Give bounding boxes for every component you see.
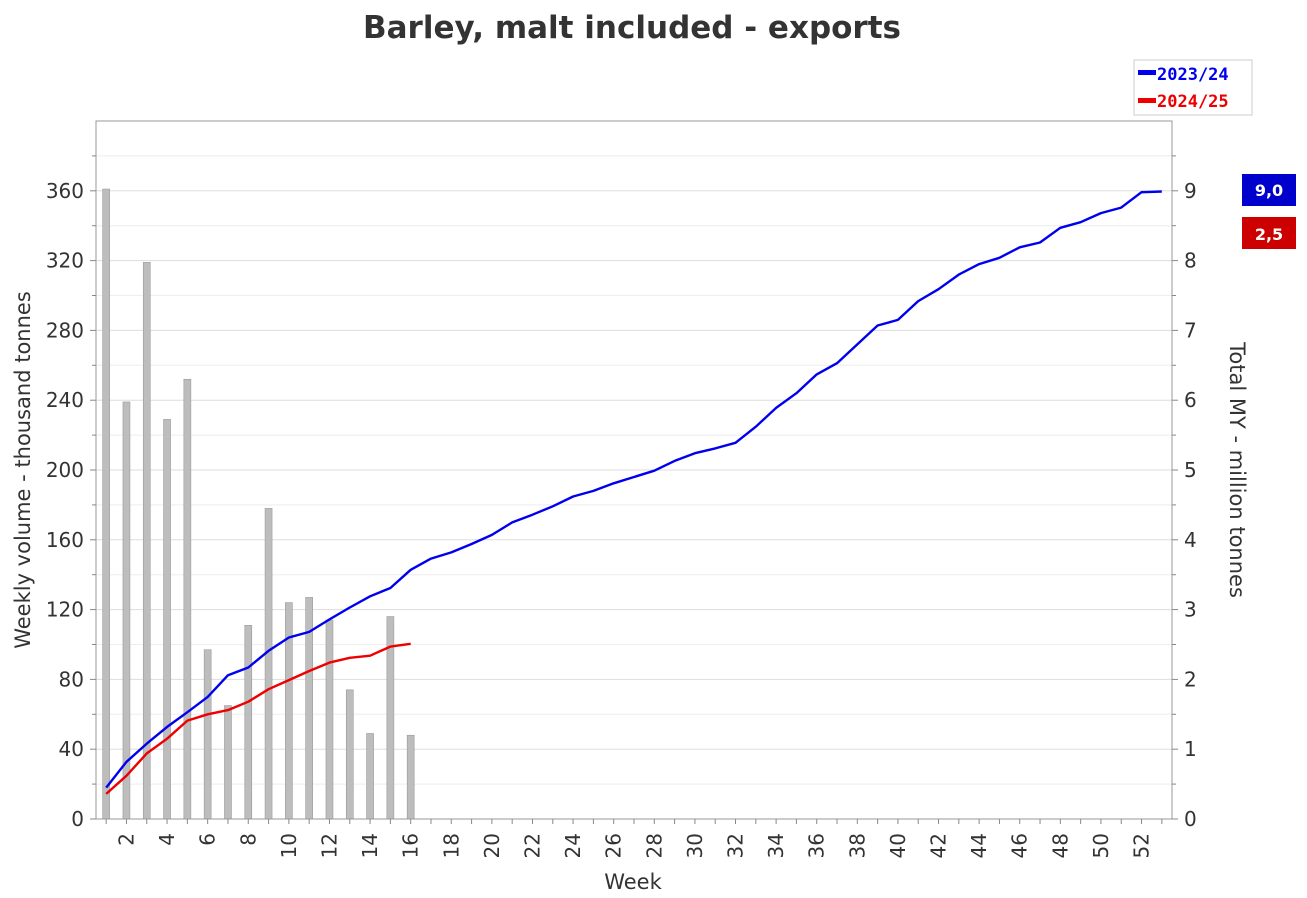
x-tick-label: 38 [845,833,869,858]
right-tick-label: 2 [1184,667,1197,691]
weekly-bar [325,619,334,820]
weekly-bar [102,188,110,820]
x-tick-label: 44 [967,833,991,858]
x-tick-label: 50 [1089,833,1113,858]
right-tick-label: 0 [1184,807,1197,831]
x-tick-label: 42 [927,833,951,858]
right-axis-title: Total MY - million tonnes [1225,341,1249,598]
left-tick-label: 80 [59,667,84,691]
end-value-badges: 9,0 2,5 [1242,174,1296,249]
weekly-bar [122,401,131,820]
x-tick-label: 2 [114,833,138,846]
x-tick-label: 16 [399,833,423,858]
x-tick-label: 46 [1008,833,1032,858]
x-tick-label: 52 [1130,833,1154,858]
weekly-bar [366,733,374,820]
weekly-bar [183,378,192,820]
right-tick-label: 5 [1184,458,1197,482]
x-tick-label: 18 [439,833,463,858]
cumulative-lines [105,190,1162,795]
left-tick-label: 40 [59,737,84,761]
series-line-2023-24 [105,190,1162,789]
x-tick-label: 4 [155,833,179,846]
right-tick-label: 8 [1184,249,1197,273]
weekly-bar [244,625,253,820]
x-tick-label: 12 [317,833,341,858]
right-y-axis: 0 1 2 3 4 5 6 7 8 9 [1172,155,1197,831]
legend-swatch-2023-24 [1138,70,1156,75]
x-tick-label: 22 [520,833,544,858]
x-tick-label: 20 [480,833,504,858]
right-tick-label: 1 [1184,737,1197,761]
left-tick-label: 280 [46,318,84,342]
badge-2023-24-label: 9,0 [1255,181,1283,200]
x-axis-title: Week [604,870,662,894]
x-tick-label: 26 [602,833,626,858]
left-tick-label: 240 [46,388,84,412]
legend-label-2023-24: 2023/24 [1157,65,1229,85]
x-tick-label: 32 [724,833,748,858]
legend-box [1133,59,1253,116]
weekly-bar [345,689,354,820]
legend-label-2024-25: 2024/25 [1157,92,1229,112]
weekly-bar [142,262,151,820]
right-tick-label: 6 [1184,388,1197,412]
x-tick-label: 40 [886,833,910,858]
x-tick-label: 10 [277,833,301,858]
chart-title: Barley, malt included - exports [363,10,901,46]
left-tick-label: 160 [46,528,84,552]
x-tick-label: 24 [561,833,585,858]
x-tick-label: 48 [1048,833,1072,858]
x-tick-label: 34 [764,833,788,858]
right-tick-label: 9 [1184,179,1197,203]
weekly-bar [264,508,273,820]
x-tick-label: 36 [805,833,829,858]
gridlines [96,155,1172,785]
left-tick-label: 320 [46,249,84,273]
weekly-bar [203,649,212,820]
x-tick-label: 30 [683,833,707,858]
weekly-bar [224,705,232,820]
right-tick-label: 7 [1184,318,1197,342]
weekly-bars [102,188,415,820]
x-tick-label: 28 [642,833,666,858]
left-tick-label: 120 [46,598,84,622]
left-tick-label: 360 [46,179,84,203]
badge-2024-25-label: 2,5 [1255,225,1283,244]
legend-swatch-2024-25 [1138,98,1156,103]
left-tick-label: 200 [46,458,84,482]
series-line-2024-25 [105,642,411,795]
badge-2024-25-total [1242,217,1296,249]
legend: 2023/24 2024/25 [1133,59,1253,116]
x-axis: 2 4 6 8 10 12 14 16 18 20 22 24 26 28 30 32 34 36 38 40 42 44… [105,819,1163,858]
weekly-bar [406,734,415,820]
right-tick-label: 3 [1184,598,1197,622]
left-axis-title: Weekly volume - thousand tonnes [11,291,35,649]
weekly-bar [285,602,293,820]
x-tick-label: 6 [196,833,220,846]
badge-2023-24-total [1242,174,1296,206]
right-tick-label: 4 [1184,528,1197,552]
left-y-axis: 0 40 80 120 160 200 240 280 320 360 [46,155,96,831]
x-tick-label: 8 [236,833,260,846]
left-tick-label: 0 [71,807,84,831]
x-tick-label: 14 [358,833,382,858]
weekly-bar [163,419,171,820]
